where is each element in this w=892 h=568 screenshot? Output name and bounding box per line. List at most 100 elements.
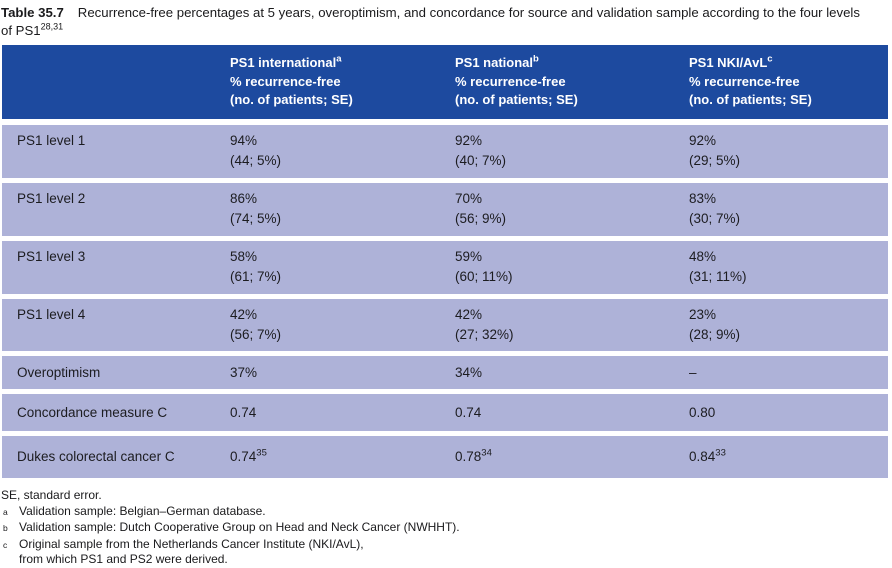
table-cell: 0.7834 bbox=[455, 447, 689, 467]
row-label: PS1 level 1 bbox=[17, 133, 86, 148]
footnote-text: Validation sample: Belgian–German databa… bbox=[19, 503, 266, 518]
cell-detail: (61; 7%) bbox=[230, 269, 282, 284]
table-cell: 23% (28; 9%) bbox=[689, 305, 888, 351]
column-title: PS1 international bbox=[230, 55, 337, 70]
table-cell: 0.80 bbox=[689, 403, 888, 423]
footnote-text-line2: from which PS1 and PS2 were derived. bbox=[19, 552, 228, 566]
table-cell: 70% (56; 9%) bbox=[455, 189, 689, 236]
footnote-se: SE, standard error. bbox=[1, 488, 102, 502]
table-cell: – bbox=[689, 363, 888, 383]
table-number: Table 35.7 bbox=[1, 5, 64, 20]
cell-value: 34% bbox=[455, 364, 483, 380]
table-cell: 42% (27; 32%) bbox=[455, 305, 689, 351]
cell-detail: (56; 7%) bbox=[230, 327, 282, 342]
cell-value: 0.78 bbox=[455, 449, 482, 464]
cell-value: 70% bbox=[455, 191, 483, 206]
header-cell-empty bbox=[2, 54, 230, 119]
table-row-ps1-level-2: PS1 level 2 86% (74; 5%) 70% (56; 9%) 83… bbox=[2, 183, 888, 236]
column-subtitle: % recurrence-free bbox=[455, 73, 566, 89]
cell-detail: (56; 9%) bbox=[455, 211, 507, 226]
cell-value: 0.74 bbox=[230, 404, 257, 420]
row-label: Dukes colorectal cancer C bbox=[17, 449, 175, 464]
row-label: PS1 level 2 bbox=[17, 191, 86, 206]
cell-value: 92% bbox=[455, 133, 483, 148]
cell-detail: (60; 11%) bbox=[455, 269, 513, 284]
table-cell: 0.7435 bbox=[230, 447, 455, 467]
footnote-marker: c bbox=[3, 539, 8, 550]
cell-detail: (31; 11%) bbox=[689, 269, 747, 284]
table-cell: 83% (30; 7%) bbox=[689, 189, 888, 236]
cell-value: 42% bbox=[455, 307, 483, 322]
cell-value: 37% bbox=[230, 364, 258, 380]
cell-detail: (30; 7%) bbox=[689, 211, 741, 226]
table-row-ps1-level-4: PS1 level 4 42% (56; 7%) 42% (27; 32%) 2… bbox=[2, 299, 888, 351]
footnote-marker: a bbox=[3, 506, 8, 517]
cell-detail: (44; 5%) bbox=[230, 153, 282, 168]
cell-value: 23% bbox=[689, 307, 717, 322]
header-cell-ps1-nki-avl: PS1 NKI/AvLc % recurrence-free (no. of p… bbox=[689, 54, 888, 119]
footnote-c: c Original sample from the Netherlands C… bbox=[0, 537, 892, 568]
table-cell: 94% (44; 5%) bbox=[230, 131, 455, 178]
cell-value: 48% bbox=[689, 249, 717, 264]
footnote-a: a Validation sample: Belgian–German data… bbox=[0, 504, 892, 521]
column-title: PS1 NKI/AvL bbox=[689, 55, 768, 70]
cell-reference-superscript: 35 bbox=[256, 447, 267, 459]
table-cell: 0.74 bbox=[230, 403, 455, 423]
cell-value: 59% bbox=[455, 249, 483, 264]
cell-value: 92% bbox=[689, 133, 717, 148]
column-subtitle: % recurrence-free bbox=[230, 73, 341, 89]
cell-reference-superscript: 33 bbox=[715, 447, 726, 459]
footnote-text: Original sample from the Netherlands Can… bbox=[19, 537, 892, 568]
table-cell: 92% (40; 7%) bbox=[455, 131, 689, 178]
column-footnote-marker: c bbox=[767, 53, 773, 65]
cell-detail: (28; 9%) bbox=[689, 327, 741, 342]
table: PS1 internationala % recurrence-free (no… bbox=[2, 45, 888, 478]
table-cell: 0.74 bbox=[455, 403, 689, 423]
column-footnote-marker: a bbox=[336, 53, 342, 65]
footnote-text: Validation sample: Dutch Cooperative Gro… bbox=[19, 520, 460, 534]
column-footnote-marker: b bbox=[533, 53, 539, 65]
footnote-b: b Validation sample: Dutch Cooperative G… bbox=[0, 520, 892, 537]
table-row-overoptimism: Overoptimism 37% 34% – bbox=[2, 356, 888, 389]
row-label: PS1 level 3 bbox=[17, 249, 86, 264]
cell-value: 86% bbox=[230, 191, 258, 206]
cell-value: – bbox=[689, 364, 697, 380]
table-cell: 86% (74; 5%) bbox=[230, 189, 455, 236]
title-reference-superscript: 28,31 bbox=[40, 21, 64, 32]
cell-detail: (40; 7%) bbox=[455, 153, 507, 168]
table-caption: Recurrence-free percentages at 5 years, … bbox=[1, 5, 860, 38]
cell-value: 0.74 bbox=[455, 404, 482, 420]
cell-reference-superscript: 34 bbox=[481, 447, 492, 459]
table-title: Table 35.7 Recurrence-free percentages at… bbox=[0, 0, 868, 39]
table-row-ps1-level-3: PS1 level 3 58% (61; 7%) 59% (60; 11%) 4… bbox=[2, 241, 888, 294]
cell-detail: (74; 5%) bbox=[230, 211, 282, 226]
table-row-dukes: Dukes colorectal cancer C 0.7435 0.7834 … bbox=[2, 436, 888, 478]
cell-detail: (29; 5%) bbox=[689, 153, 741, 168]
column-subtitle2: (no. of patients; SE) bbox=[455, 92, 578, 107]
footnotes: SE, standard error. a Validation sample:… bbox=[0, 488, 892, 568]
cell-value: 83% bbox=[689, 191, 717, 206]
cell-value: 58% bbox=[230, 249, 258, 264]
table-cell: 34% bbox=[455, 363, 689, 383]
cell-value: 42% bbox=[230, 307, 258, 322]
table-cell: 59% (60; 11%) bbox=[455, 247, 689, 294]
column-subtitle: % recurrence-free bbox=[689, 73, 800, 89]
row-label: Concordance measure C bbox=[17, 404, 168, 420]
footnote-text-line1: Original sample from the Netherlands Can… bbox=[19, 536, 364, 551]
column-subtitle2: (no. of patients; SE) bbox=[689, 92, 812, 107]
column-subtitle2: (no. of patients; SE) bbox=[230, 92, 353, 107]
table-row-ps1-level-1: PS1 level 1 94% (44; 5%) 92% (40; 7%) 92… bbox=[2, 125, 888, 178]
table-row-concordance: Concordance measure C 0.74 0.74 0.80 bbox=[2, 394, 888, 431]
table-cell: 58% (61; 7%) bbox=[230, 247, 455, 294]
row-label: Overoptimism bbox=[17, 364, 101, 380]
table-header-row: PS1 internationala % recurrence-free (no… bbox=[2, 45, 888, 119]
table-cell: 42% (56; 7%) bbox=[230, 305, 455, 351]
cell-value: 0.84 bbox=[689, 449, 716, 464]
cell-value: 94% bbox=[230, 133, 258, 148]
table-cell: 92% (29; 5%) bbox=[689, 131, 888, 178]
footnote-marker: b bbox=[3, 523, 8, 533]
table-cell: 37% bbox=[230, 363, 455, 383]
row-label: PS1 level 4 bbox=[17, 307, 86, 322]
cell-value: 0.80 bbox=[689, 404, 716, 420]
column-title: PS1 national bbox=[455, 55, 534, 70]
